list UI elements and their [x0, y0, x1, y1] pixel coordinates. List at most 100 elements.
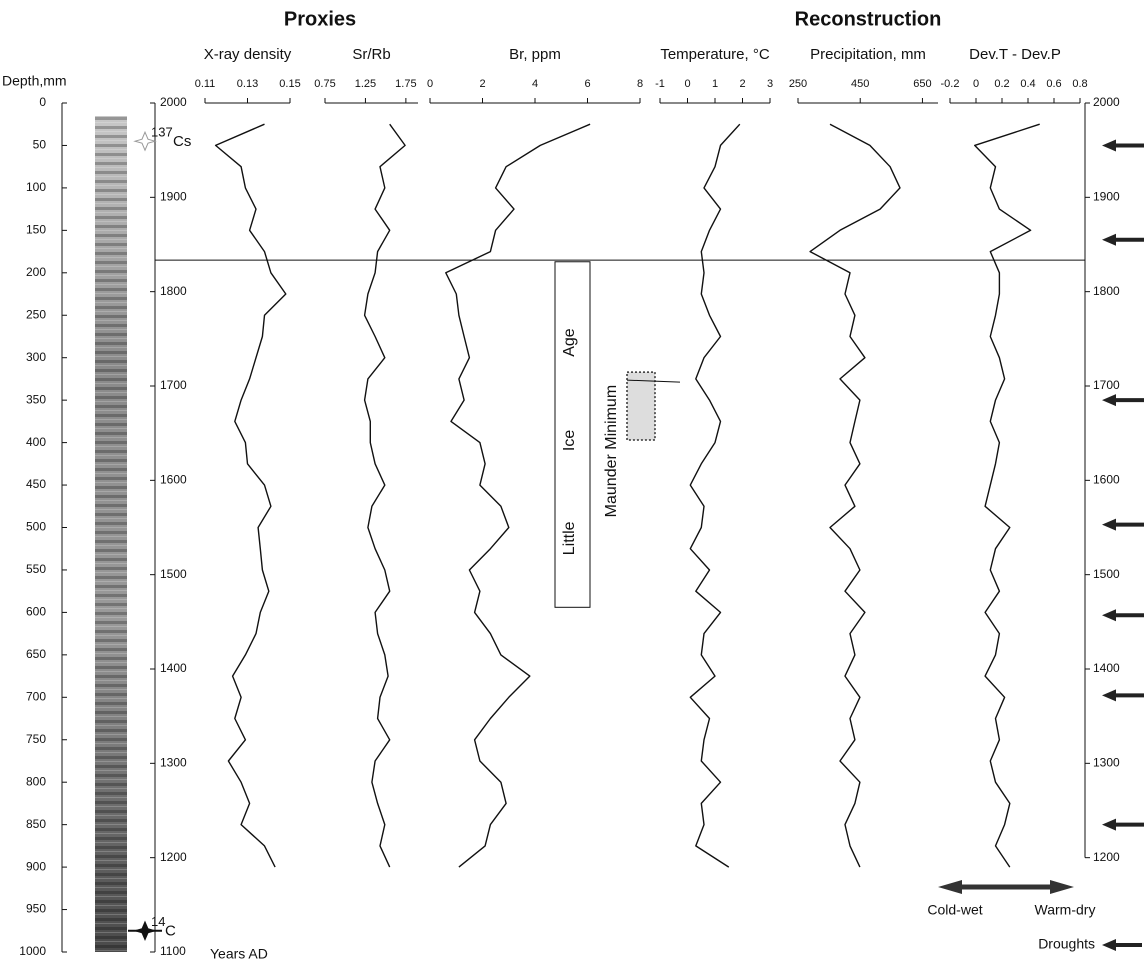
- core-bands: [95, 116, 127, 952]
- drought-arrow: [1102, 689, 1144, 702]
- year-tick-label: 1400: [160, 661, 187, 675]
- marker-sup: 14: [151, 914, 165, 929]
- depth-tick-label: 200: [26, 265, 46, 279]
- depth-tick-label: 850: [26, 817, 46, 831]
- right-year-tick-label: 1300: [1093, 756, 1120, 770]
- x-tick-label: 0.11: [195, 78, 216, 90]
- x-tick-label: -1: [655, 78, 665, 90]
- x-tick-label: 4: [532, 78, 538, 90]
- depth-tick-label: 0: [39, 95, 46, 109]
- right-year-tick-label: 1200: [1093, 850, 1120, 864]
- x-tick-label: 250: [789, 78, 807, 90]
- year-tick-label: 1100: [160, 944, 186, 958]
- x-tick-label: 0: [973, 78, 979, 90]
- x-tick-label: 0.6: [1046, 78, 1061, 90]
- x-tick-label: -0.2: [941, 78, 960, 90]
- year-tick-label: 1700: [160, 378, 187, 392]
- little-ice-age-word: Little: [561, 521, 578, 555]
- heading: Reconstruction: [795, 8, 942, 30]
- year-tick-label: 1900: [160, 190, 187, 204]
- x-tick-label: 8: [637, 78, 643, 90]
- proxy-line: [363, 123, 406, 868]
- heading: Proxies: [284, 8, 356, 30]
- drought-arrow-head: [1102, 518, 1116, 531]
- proxy-line: [809, 123, 901, 868]
- x-tick-label: 0: [684, 78, 690, 90]
- depth-tick-label: 450: [26, 477, 46, 491]
- depth-tick-label: 150: [26, 223, 46, 237]
- x-tick-label: 650: [913, 78, 931, 90]
- x-tick-label: 0: [427, 78, 433, 90]
- proxy-line: [445, 123, 591, 868]
- panel-title: Br, ppm: [509, 46, 561, 63]
- depth-tick-label: 250: [26, 307, 46, 321]
- legend-head-right: [1050, 880, 1074, 894]
- drought-arrow: [1102, 394, 1144, 407]
- x-tick-label: 450: [851, 78, 869, 90]
- right-year-tick-label: 1700: [1093, 378, 1120, 392]
- x-tick-label: 2: [739, 78, 745, 90]
- right-year-tick-label: 1500: [1093, 567, 1120, 581]
- drought-arrow-head: [1102, 233, 1116, 246]
- drought-arrow-head: [1102, 394, 1116, 407]
- right-year-tick-label: 1800: [1093, 284, 1120, 298]
- depth-axis-title: Depth,mm: [2, 73, 67, 89]
- depth-tick-label: 650: [26, 647, 46, 661]
- right-year-tick-label: 1400: [1093, 661, 1120, 675]
- depth-tick-label: 900: [26, 859, 46, 873]
- drought-arrow-head: [1102, 689, 1116, 702]
- marker-label: C: [165, 923, 176, 940]
- legend-head-left: [938, 880, 962, 894]
- depth-tick-label: 50: [33, 138, 47, 152]
- panel-title: Dev.T - Dev.P: [969, 46, 1061, 63]
- proxy-line: [214, 123, 287, 868]
- drought-arrow: [1102, 518, 1144, 531]
- maunder-box: [626, 371, 656, 441]
- depth-tick-label: 400: [26, 435, 46, 449]
- depth-tick-label: 350: [26, 392, 46, 406]
- right-year-tick-label: 1600: [1093, 473, 1120, 487]
- depth-tick-label: 300: [26, 350, 46, 364]
- years-axis-title: Years AD: [210, 946, 268, 962]
- maunder-connector: [626, 379, 681, 383]
- drought-arrow-head: [1102, 609, 1116, 622]
- x-tick-label: 3: [767, 78, 773, 90]
- marker-sup: 137: [151, 125, 173, 140]
- little-ice-age-box: [554, 261, 591, 608]
- depth-tick-label: 700: [26, 689, 46, 703]
- legend-cold: Cold-wet: [927, 902, 982, 918]
- year-tick-label: 1500: [160, 567, 187, 581]
- maunder-label: Maunder Minimum: [603, 385, 620, 517]
- drought-arrow: [1102, 818, 1144, 831]
- x-tick-label: 0.4: [1020, 78, 1035, 90]
- depth-tick-label: 600: [26, 605, 46, 619]
- little-ice-age-word: Age: [561, 328, 578, 357]
- little-ice-age-word: Ice: [561, 430, 578, 451]
- x-tick-label: 0.13: [237, 78, 258, 90]
- panel-title: Precipitation, mm: [810, 46, 926, 63]
- year-tick-label: 2000: [160, 95, 187, 109]
- legend-droughts: Droughts: [1038, 936, 1095, 952]
- year-tick-label: 1600: [160, 473, 187, 487]
- proxy-line: [974, 123, 1040, 868]
- depth-tick-label: 950: [26, 902, 46, 916]
- x-tick-label: 0.2: [994, 78, 1009, 90]
- depth-tick-label: 550: [26, 562, 46, 576]
- drought-arrow-head: [1102, 139, 1116, 152]
- panel-title: Sr/Rb: [352, 46, 390, 63]
- depth-tick-label: 750: [26, 732, 46, 746]
- x-tick-label: 6: [584, 78, 590, 90]
- x-tick-label: 0.8: [1072, 78, 1087, 90]
- drought-arrow: [1102, 609, 1144, 622]
- x-tick-label: 2: [479, 78, 485, 90]
- depth-tick-label: 500: [26, 520, 46, 534]
- year-tick-label: 1200: [160, 850, 187, 864]
- x-tick-label: 0.75: [314, 78, 335, 90]
- x-tick-label: 0.15: [279, 78, 300, 90]
- depth-tick-label: 800: [26, 774, 46, 788]
- legend-drought-arrow-head: [1102, 939, 1116, 951]
- legend-warm: Warm-dry: [1035, 902, 1096, 918]
- year-tick-label: 1800: [160, 284, 187, 298]
- right-year-tick-label: 2000: [1093, 95, 1120, 109]
